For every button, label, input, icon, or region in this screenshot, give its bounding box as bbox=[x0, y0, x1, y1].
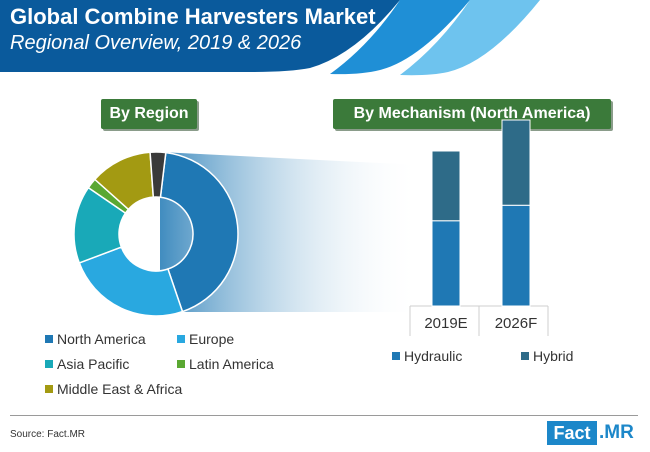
legend-label: Middle East & Africa bbox=[57, 381, 183, 397]
legend-item-latin-america: Latin America bbox=[177, 356, 274, 372]
legend-item-hybrid: Hybrid bbox=[521, 348, 573, 364]
legend-label: Europe bbox=[189, 331, 235, 347]
logo-fact: Fact bbox=[547, 421, 597, 445]
donut-chart bbox=[73, 151, 239, 317]
legend-label: Latin America bbox=[189, 356, 274, 372]
header-light-shape bbox=[400, 0, 540, 76]
legend-item-middle-east-africa: Middle East & Africa bbox=[45, 381, 182, 397]
bar-hybrid-2026F bbox=[501, 119, 531, 206]
region-tag: By Region bbox=[101, 99, 197, 129]
legend-item-hydraulic: Hydraulic bbox=[392, 348, 462, 364]
bar-category-label: 2026F bbox=[495, 315, 538, 332]
mechanism-tag: By Mechanism (North America) bbox=[333, 99, 611, 129]
bar-hybrid-2019E bbox=[431, 150, 461, 222]
page-subtitle: Regional Overview, 2019 & 2026 bbox=[10, 32, 302, 54]
bar-hydraulic-2026F bbox=[501, 204, 531, 307]
factmr-logo: Fact .MR bbox=[547, 421, 643, 445]
legend-label: Hybrid bbox=[533, 348, 574, 364]
legend-swatch bbox=[177, 360, 185, 369]
header-mid-shape bbox=[330, 0, 470, 75]
legend-item-europe: Europe bbox=[177, 331, 234, 347]
bar-chart: 2019E 2026F bbox=[409, 119, 549, 336]
legend-label: Asia Pacific bbox=[57, 356, 130, 372]
legend-swatch bbox=[521, 352, 529, 361]
legend-label: Hydraulic bbox=[404, 348, 463, 364]
legend-swatch bbox=[45, 385, 53, 394]
donut-slice-europe bbox=[78, 246, 184, 317]
page-title: Global Combine Harvesters Market bbox=[10, 4, 376, 29]
footer-divider bbox=[10, 415, 638, 416]
bar-hydraulic-2019E bbox=[431, 220, 461, 307]
legend-swatch bbox=[177, 335, 185, 344]
legend-item-asia-pacific: Asia Pacific bbox=[45, 356, 129, 372]
header-banner: Global Combine Harvesters Market Regiona… bbox=[0, 0, 650, 80]
donut-slice-north-america bbox=[159, 151, 239, 313]
legend-swatch bbox=[45, 360, 53, 369]
legend-swatch bbox=[45, 335, 53, 344]
bar-category-label: 2019E bbox=[424, 315, 467, 332]
logo-mr: .MR bbox=[599, 422, 634, 443]
donut-slice-other bbox=[149, 151, 167, 199]
header-dark-shape bbox=[0, 0, 400, 72]
legend-item-north-america: North America bbox=[45, 331, 146, 347]
source-note: Source: Fact.MR bbox=[10, 429, 86, 440]
legend-swatch bbox=[392, 352, 400, 361]
header-shapes bbox=[0, 0, 540, 76]
legend-label: North America bbox=[57, 331, 146, 347]
